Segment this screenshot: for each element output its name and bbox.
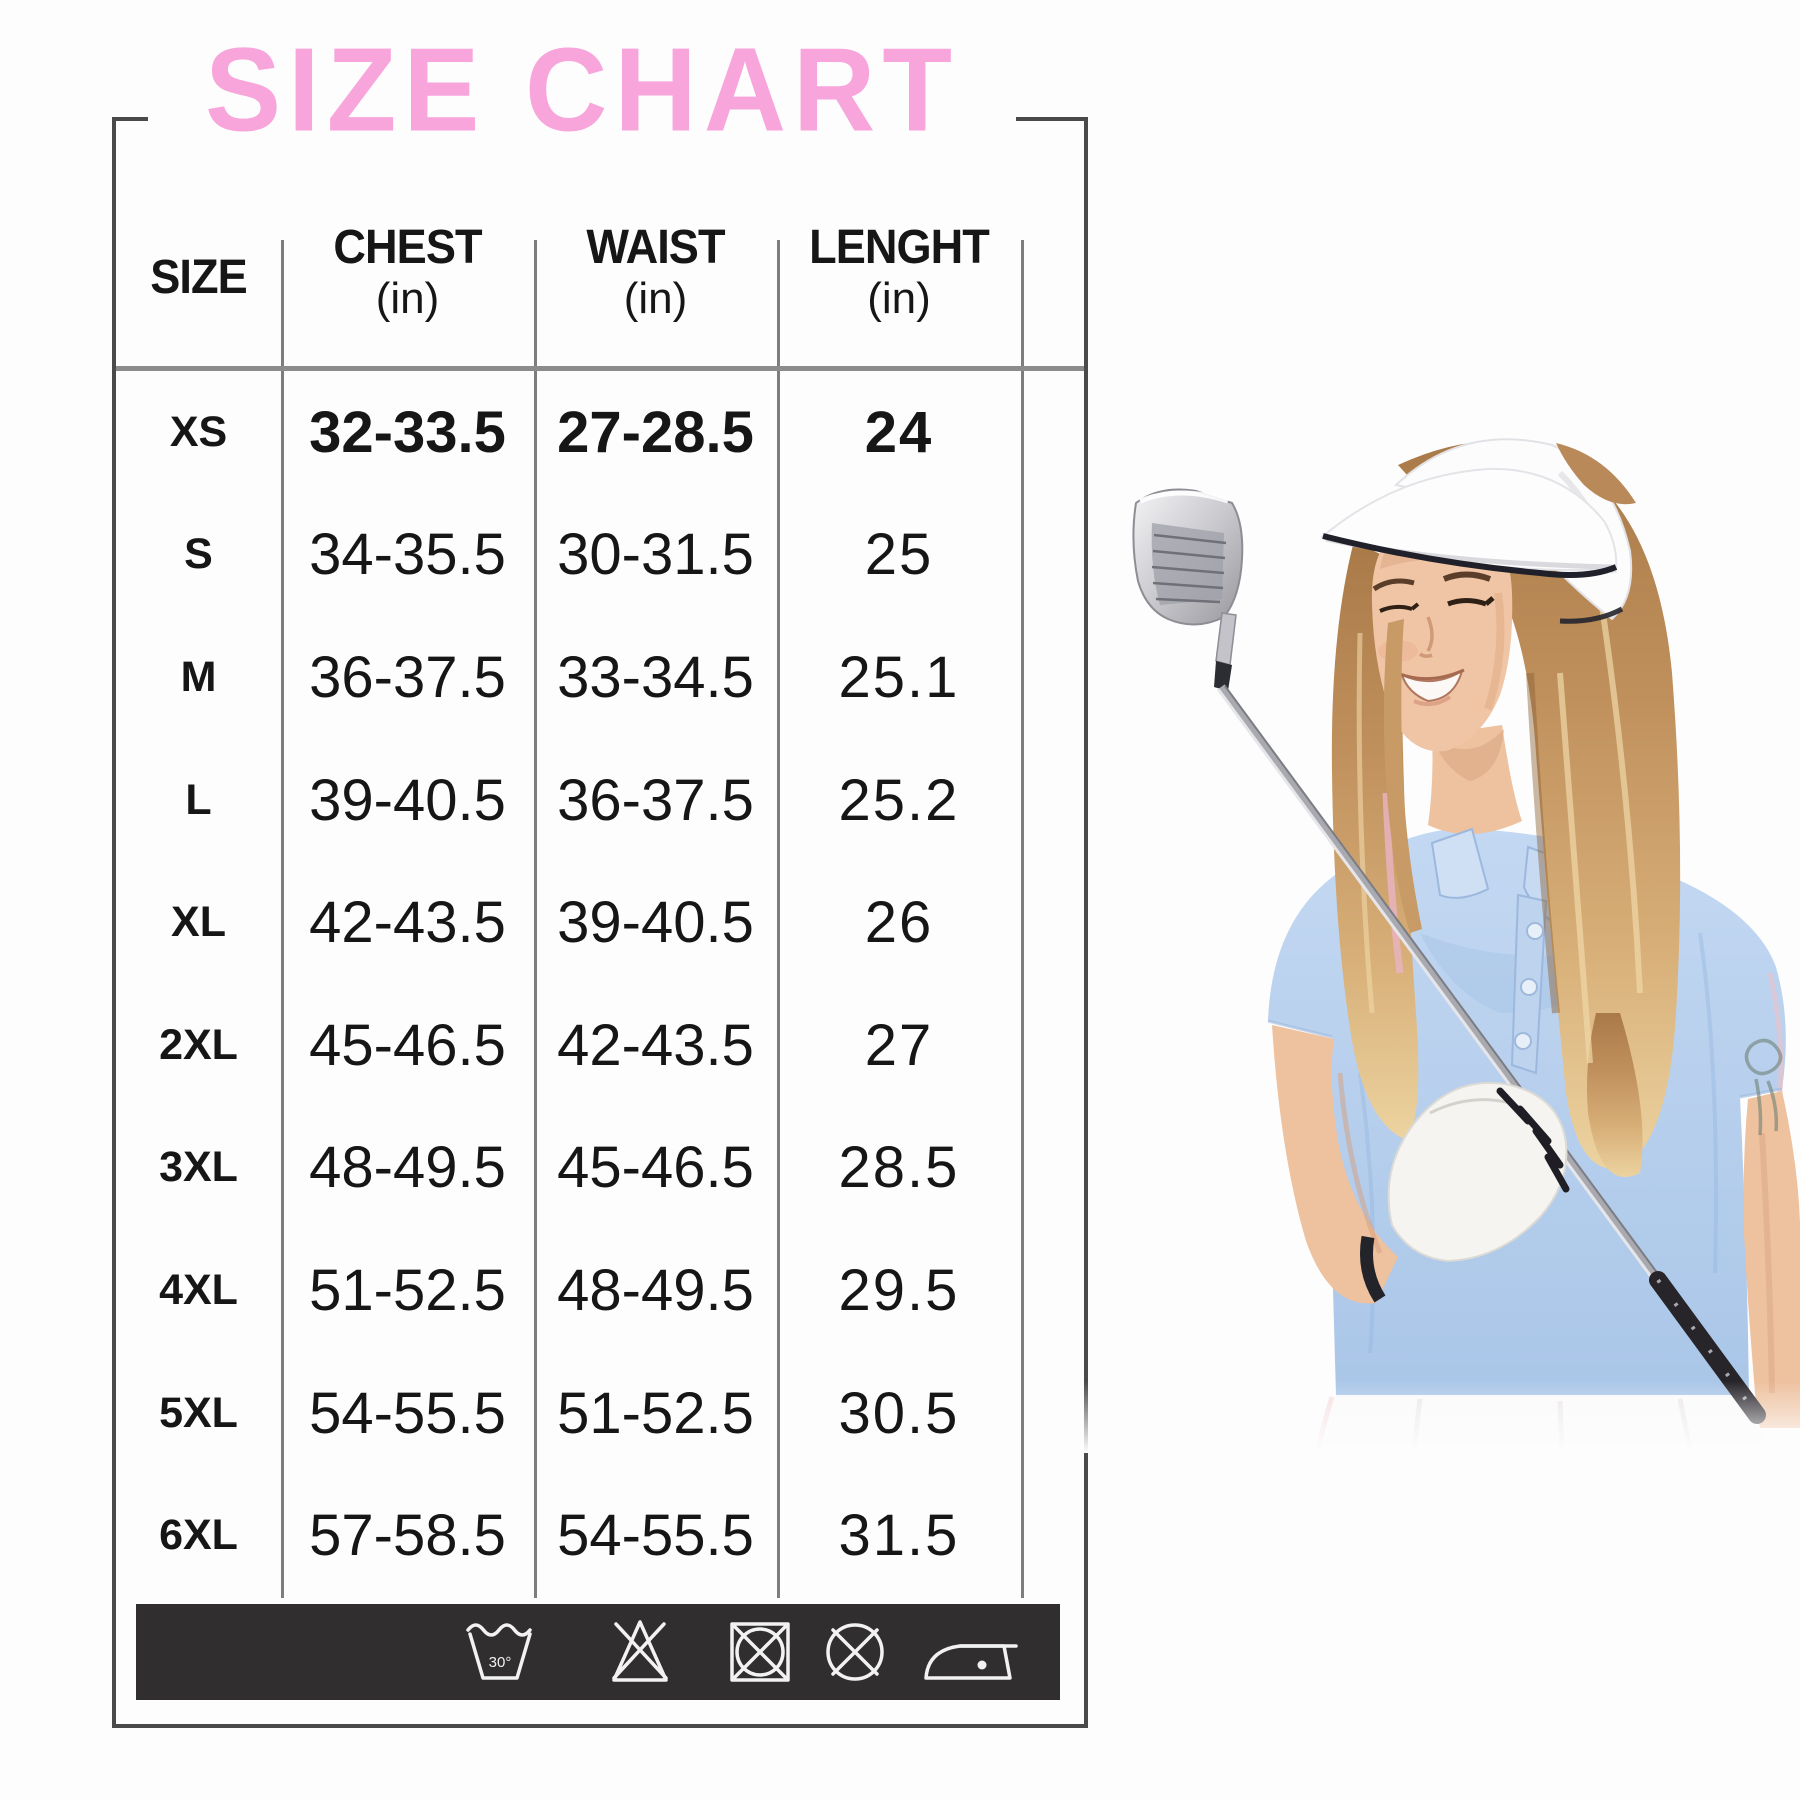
length-value-cell: 27 <box>864 1012 934 1078</box>
golf-club-ferrule <box>1214 661 1232 691</box>
svg-text:30°: 30° <box>489 1654 512 1671</box>
model-glove <box>1360 1081 1570 1303</box>
length-value-cell: 28.5 <box>838 1135 960 1201</box>
polo-button <box>1526 922 1544 940</box>
length-value-cell: 25.1 <box>838 644 960 710</box>
iron-icon <box>924 1644 1018 1680</box>
size-label-cell: 5XL <box>159 1388 238 1437</box>
column-header-waist: WAIST (in) <box>586 221 725 324</box>
page-title: SIZE CHART <box>205 24 959 157</box>
waist-value-cell: 45-46.5 <box>557 1135 754 1201</box>
chest-value-cell: 48-49.5 <box>309 1135 506 1201</box>
do-not-dry-clean-icon <box>826 1623 884 1681</box>
table-body: XS 32-33.5 27-28.5 24 S 34-35.5 30-31.5 25 M 36-3… <box>116 371 1021 1597</box>
glove-cuff <box>1360 1235 1386 1303</box>
chest-value-cell: 39-40.5 <box>309 767 506 833</box>
size-label-cell: 4XL <box>159 1265 238 1314</box>
chest-value-cell: 51-52.5 <box>309 1257 506 1323</box>
care-symbols: 30° <box>466 1620 1018 1682</box>
model-hair-front-strand <box>1383 619 1422 933</box>
waist-value-cell: 54-55.5 <box>557 1503 754 1569</box>
size-label-cell: XL <box>171 898 226 947</box>
model-smile <box>1399 668 1465 707</box>
care-instructions-bar: 30° <box>136 1604 1060 1700</box>
length-value-cell: 25.2 <box>838 767 960 833</box>
size-label-cell: S <box>184 530 213 579</box>
wash-30-icon: 30° <box>466 1623 532 1680</box>
column-header-chest: CHEST (in) <box>333 221 482 324</box>
length-value-cell: 31.5 <box>838 1503 960 1569</box>
column-header-size: SIZE <box>150 251 247 304</box>
model-neck <box>1428 725 1522 835</box>
column-divider <box>281 240 284 1598</box>
waist-value-cell: 30-31.5 <box>557 522 754 588</box>
model-left-arm <box>1743 1038 1800 1428</box>
do-not-tumble-dry-icon <box>730 1622 790 1682</box>
chest-value-cell: 34-35.5 <box>309 522 506 588</box>
size-label-cell: XS <box>169 407 228 456</box>
length-value-cell: 30.5 <box>838 1380 960 1446</box>
waist-value-cell: 51-52.5 <box>557 1380 754 1446</box>
model-hair-tuft <box>1556 443 1636 505</box>
waist-value-cell: 39-40.5 <box>557 890 754 956</box>
size-label-cell: L <box>185 775 212 824</box>
model-eye <box>1379 602 1420 613</box>
waist-value-cell: 42-43.5 <box>557 1012 754 1078</box>
length-value-cell: 24 <box>864 399 934 465</box>
model-photo-illustration <box>1000 438 1800 1453</box>
size-label-cell: M <box>180 652 217 701</box>
chest-value-cell: 45-46.5 <box>309 1012 506 1078</box>
length-value-cell: 29.5 <box>838 1257 960 1323</box>
length-value-cell: 26 <box>864 890 934 956</box>
model-tattoo <box>1744 1038 1783 1136</box>
chest-value-cell: 32-33.5 <box>309 399 506 465</box>
model-photo <box>1000 373 1800 1453</box>
do-not-bleach-icon <box>612 1620 668 1682</box>
polo-button <box>1520 978 1538 996</box>
waist-value-cell: 48-49.5 <box>557 1257 754 1323</box>
model-eye <box>1447 596 1495 607</box>
golf-club <box>1132 488 1662 1283</box>
size-label-cell: 2XL <box>159 1020 238 1069</box>
chest-value-cell: 57-58.5 <box>309 1503 506 1569</box>
size-label-cell: 3XL <box>159 1143 238 1192</box>
model-right-arm <box>1272 1025 1398 1304</box>
column-header-length: LENGHT (in) <box>809 221 990 324</box>
column-divider <box>1021 240 1024 1598</box>
chest-value-cell: 42-43.5 <box>309 890 506 956</box>
size-chart-title: SIZE CHART <box>148 26 1016 156</box>
polo-button <box>1514 1032 1532 1050</box>
model-eyebrow <box>1372 578 1415 592</box>
photo-fade <box>1000 1381 1800 1453</box>
visor-trim <box>1322 533 1618 578</box>
size-label-cell: 6XL <box>159 1511 238 1560</box>
column-divider <box>777 240 780 1598</box>
model-visor <box>1319 438 1636 624</box>
chest-value-cell: 54-55.5 <box>309 1380 506 1446</box>
header-underline <box>116 366 1084 371</box>
model-nose <box>1419 616 1434 659</box>
model-eyebrow <box>1442 571 1492 582</box>
chest-value-cell: 36-37.5 <box>309 644 506 710</box>
column-divider <box>534 240 537 1598</box>
golf-club-shaft <box>1217 684 1662 1283</box>
waist-value-cell: 27-28.5 <box>557 399 754 465</box>
length-value-cell: 25 <box>864 522 934 588</box>
waist-value-cell: 33-34.5 <box>557 644 754 710</box>
waist-value-cell: 36-37.5 <box>557 767 754 833</box>
